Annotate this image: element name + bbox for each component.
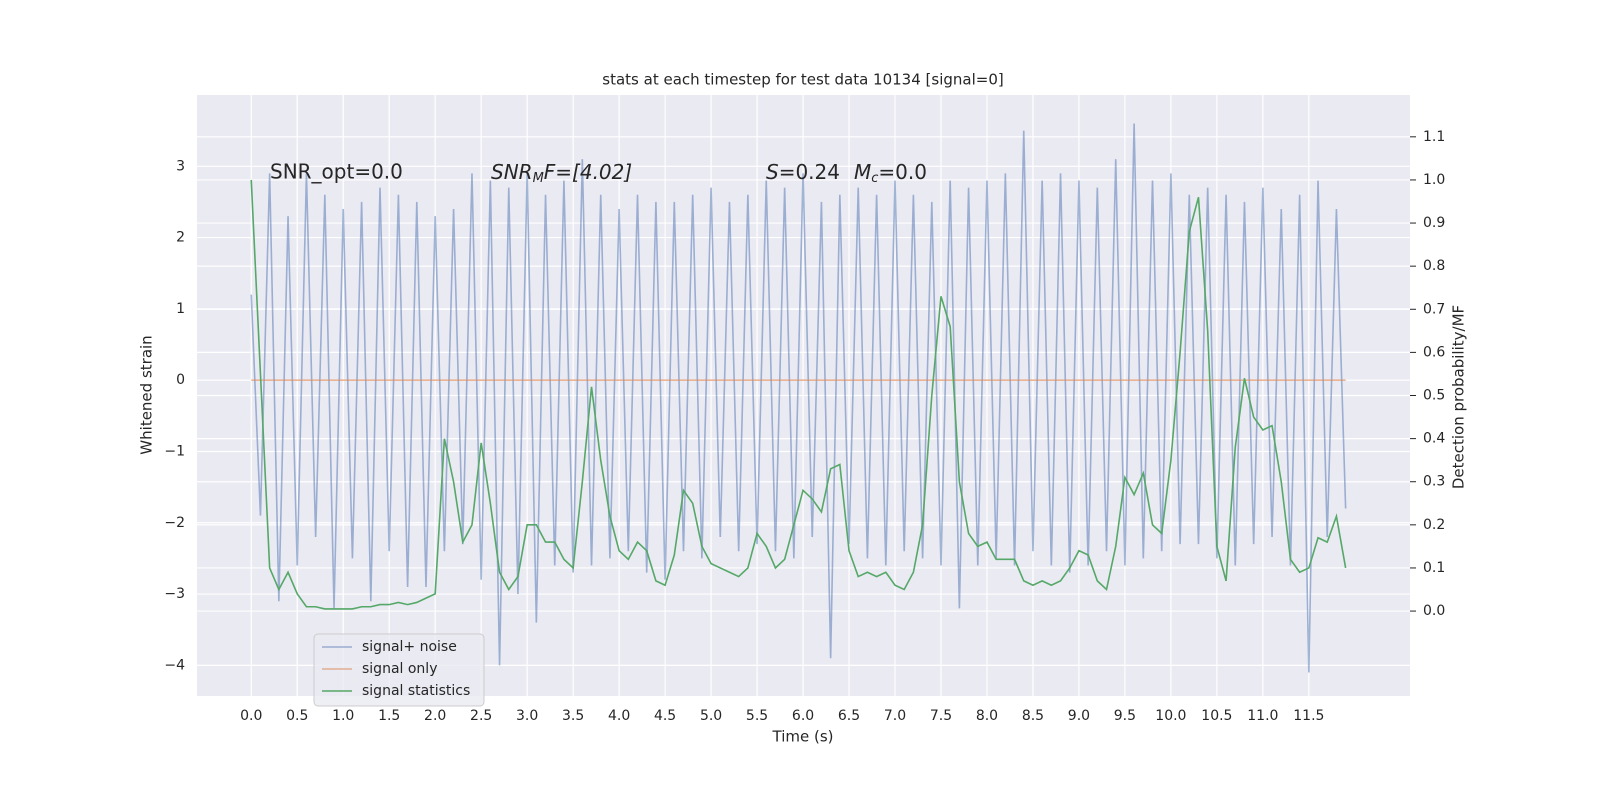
legend-label: signal+ noise xyxy=(362,639,457,655)
annotation-part: S xyxy=(766,160,779,184)
x-tick-label: 10.0 xyxy=(1155,708,1186,724)
y-tick-label: −1 xyxy=(164,443,185,459)
y-tick-label: −4 xyxy=(164,657,185,673)
annotation: S=0.24 Mc=0.0 xyxy=(766,160,927,186)
annotation-part: SNR xyxy=(491,160,533,184)
y2-tick-label: 0.0 xyxy=(1423,603,1445,619)
y2-tick-label: 0.4 xyxy=(1423,431,1445,447)
y2-tick-label: 1.0 xyxy=(1423,172,1445,188)
x-tick-label: 7.0 xyxy=(884,708,906,724)
x-tick-label: 2.0 xyxy=(424,708,446,724)
x-tick-label: 1.0 xyxy=(332,708,354,724)
chart-title: stats at each timestep for test data 101… xyxy=(602,71,1003,89)
x-tick-label: 6.5 xyxy=(838,708,860,724)
legend-box xyxy=(313,633,485,707)
y2-axis-label: Detection probability/MF xyxy=(1450,305,1468,489)
y2-tick-label: 0.6 xyxy=(1423,344,1445,360)
x-axis-label: Time (s) xyxy=(772,728,834,746)
legend: signal+ noise signal only signal statistic… xyxy=(313,633,485,707)
x-tick-label: 10.5 xyxy=(1201,708,1232,724)
x-tick-label: 8.0 xyxy=(976,708,998,724)
y2-tick-label: 0.9 xyxy=(1423,215,1445,231)
annotation-part: F=[4.02] xyxy=(544,160,632,184)
annotation: SNR_opt=0.0 xyxy=(270,160,403,184)
x-tick-label: 2.5 xyxy=(470,708,492,724)
y-tick-label: 1 xyxy=(176,301,185,317)
y2-tick-label: 0.2 xyxy=(1423,517,1445,533)
x-tick-label: 5.5 xyxy=(746,708,768,724)
y-tick-label: 3 xyxy=(176,158,185,174)
x-tick-label: 7.5 xyxy=(930,708,952,724)
x-tick-label: 11.5 xyxy=(1293,708,1324,724)
legend-label: signal only xyxy=(362,661,437,677)
x-tick-label: 4.5 xyxy=(654,708,676,724)
series-line xyxy=(250,123,1347,673)
annotation-part: =0.24 xyxy=(779,160,840,184)
x-tick-label: 5.0 xyxy=(700,708,722,724)
x-tick-label: 8.5 xyxy=(1022,708,1044,724)
annotation-part: M xyxy=(854,160,871,184)
series-line xyxy=(250,179,1347,610)
y2-tick-label: 0.5 xyxy=(1423,388,1445,404)
x-tick-label: 0.5 xyxy=(286,708,308,724)
x-tick-label: 4.0 xyxy=(608,708,630,724)
y2-tick-label: 0.8 xyxy=(1423,258,1445,274)
y2-tick-label: 0.3 xyxy=(1423,474,1445,490)
annotation-part: =0.0 xyxy=(878,160,927,184)
x-tick-label: 6.0 xyxy=(792,708,814,724)
y2-tick-label: 0.7 xyxy=(1423,301,1445,317)
y-axis-label: Whitened strain xyxy=(138,335,156,454)
x-tick-label: 9.5 xyxy=(1114,708,1136,724)
x-tick-label: 3.5 xyxy=(562,708,584,724)
annotation: SNRMF=[4.02] xyxy=(491,160,632,186)
x-tick-label: 3.0 xyxy=(516,708,538,724)
y-tick-label: −3 xyxy=(164,586,185,602)
legend-label: signal statistics xyxy=(362,683,470,699)
x-tick-label: 0.0 xyxy=(240,708,262,724)
y-tick-label: 2 xyxy=(176,230,185,246)
y2-tick-label: 0.1 xyxy=(1423,560,1445,576)
annotation-part: M xyxy=(533,171,544,186)
x-tick-label: 9.0 xyxy=(1068,708,1090,724)
y2-tick-label: 1.1 xyxy=(1423,129,1445,145)
x-tick-label: 11.0 xyxy=(1247,708,1278,724)
x-tick-label: 1.5 xyxy=(378,708,400,724)
y-tick-label: 0 xyxy=(176,372,185,388)
marks xyxy=(250,123,1347,673)
annotation-part: c xyxy=(871,171,878,186)
y-tick-label: −2 xyxy=(164,515,185,531)
